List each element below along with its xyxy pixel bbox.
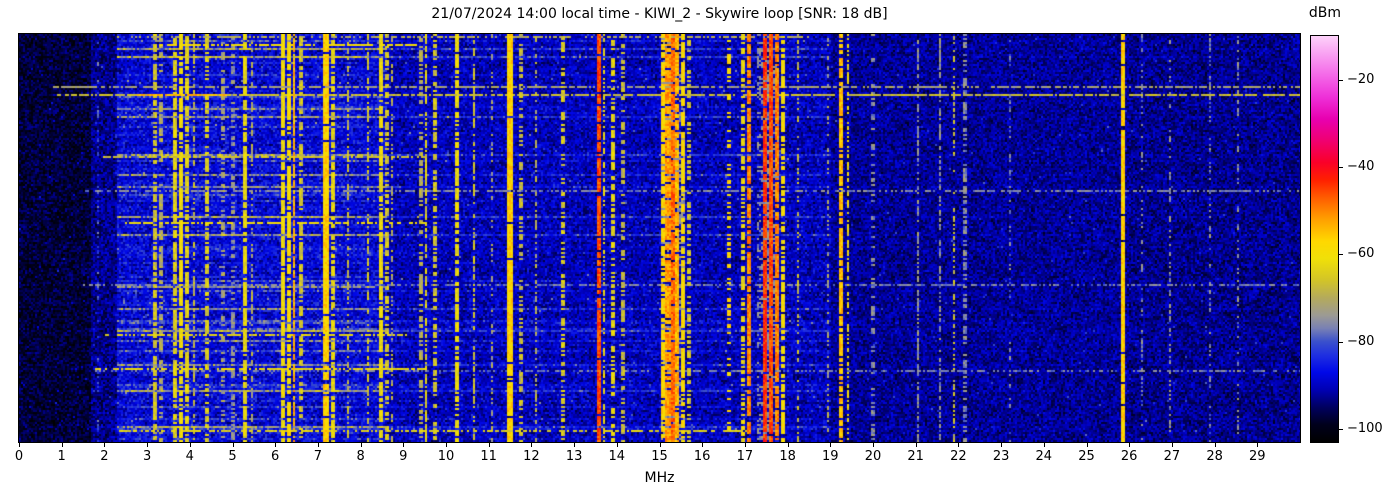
x-tick-label: 15 [640, 449, 680, 464]
x-tick-mark [147, 443, 148, 447]
x-tick-label: 24 [1024, 449, 1064, 464]
x-tick-label: 17 [725, 449, 765, 464]
spectrogram-figure: 21/07/2024 14:00 local time - KIWI_2 - S… [0, 0, 1400, 500]
x-tick-mark [1044, 443, 1045, 447]
x-tick-label: 21 [896, 449, 936, 464]
x-tick-mark [1087, 443, 1088, 447]
colorbar-tick-label: −60 [1347, 247, 1374, 261]
x-tick-mark [1172, 443, 1173, 447]
x-tick-mark [574, 443, 575, 447]
x-tick-mark [361, 443, 362, 447]
colorbar-tick-mark [1339, 429, 1343, 430]
x-tick-label: 9 [383, 449, 423, 464]
x-tick-mark [1257, 443, 1258, 447]
x-tick-mark [403, 443, 404, 447]
x-tick-label: 10 [426, 449, 466, 464]
x-tick-mark [62, 443, 63, 447]
x-tick-mark [617, 443, 618, 447]
x-tick-label: 1 [42, 449, 82, 464]
x-tick-mark [958, 443, 959, 447]
x-tick-label: 22 [938, 449, 978, 464]
x-tick-mark [1129, 443, 1130, 447]
waterfall-canvas [19, 34, 1300, 442]
x-axis-label: MHz [18, 470, 1301, 486]
x-tick-label: 13 [554, 449, 594, 464]
x-tick-label: 19 [810, 449, 850, 464]
x-tick-label: 2 [84, 449, 124, 464]
x-tick-label: 7 [298, 449, 338, 464]
x-tick-label: 5 [213, 449, 253, 464]
x-tick-mark [19, 443, 20, 447]
colorbar-tick-mark [1339, 254, 1343, 255]
colorbar-tick-label: −100 [1347, 422, 1383, 436]
x-tick-label: 18 [768, 449, 808, 464]
x-tick-mark [318, 443, 319, 447]
x-tick-mark [916, 443, 917, 447]
x-tick-label: 14 [597, 449, 637, 464]
x-tick-label: 6 [255, 449, 295, 464]
colorbar-tick-mark [1339, 342, 1343, 343]
x-tick-mark [873, 443, 874, 447]
x-tick-label: 0 [0, 449, 39, 464]
x-tick-label: 25 [1067, 449, 1107, 464]
x-tick-label: 20 [853, 449, 893, 464]
x-tick-mark [830, 443, 831, 447]
x-tick-label: 8 [341, 449, 381, 464]
x-tick-label: 11 [469, 449, 509, 464]
colorbar-tick-label: −40 [1347, 160, 1374, 174]
x-tick-mark [531, 443, 532, 447]
colorbar-tick-mark [1339, 167, 1343, 168]
x-tick-mark [275, 443, 276, 447]
x-tick-mark [702, 443, 703, 447]
x-tick-label: 29 [1237, 449, 1277, 464]
x-tick-label: 4 [170, 449, 210, 464]
x-tick-mark [788, 443, 789, 447]
waterfall-plot [18, 33, 1301, 443]
x-tick-label: 28 [1195, 449, 1235, 464]
x-tick-label: 12 [511, 449, 551, 464]
x-tick-mark [104, 443, 105, 447]
colorbar-gradient [1311, 36, 1338, 442]
x-tick-mark [489, 443, 490, 447]
x-tick-mark [745, 443, 746, 447]
colorbar-tick-label: −80 [1347, 335, 1374, 349]
x-tick-label: 3 [127, 449, 167, 464]
colorbar [1310, 35, 1339, 443]
x-tick-label: 23 [981, 449, 1021, 464]
colorbar-tick-label: −20 [1347, 73, 1374, 87]
x-tick-label: 27 [1152, 449, 1192, 464]
x-tick-mark [660, 443, 661, 447]
x-tick-mark [1001, 443, 1002, 447]
x-tick-mark [446, 443, 447, 447]
plot-title: 21/07/2024 14:00 local time - KIWI_2 - S… [18, 6, 1301, 24]
colorbar-label: dBm [1305, 5, 1345, 21]
x-tick-label: 26 [1109, 449, 1149, 464]
colorbar-tick-mark [1339, 80, 1343, 81]
x-tick-label: 16 [682, 449, 722, 464]
x-tick-mark [1215, 443, 1216, 447]
x-tick-mark [190, 443, 191, 447]
x-tick-mark [233, 443, 234, 447]
